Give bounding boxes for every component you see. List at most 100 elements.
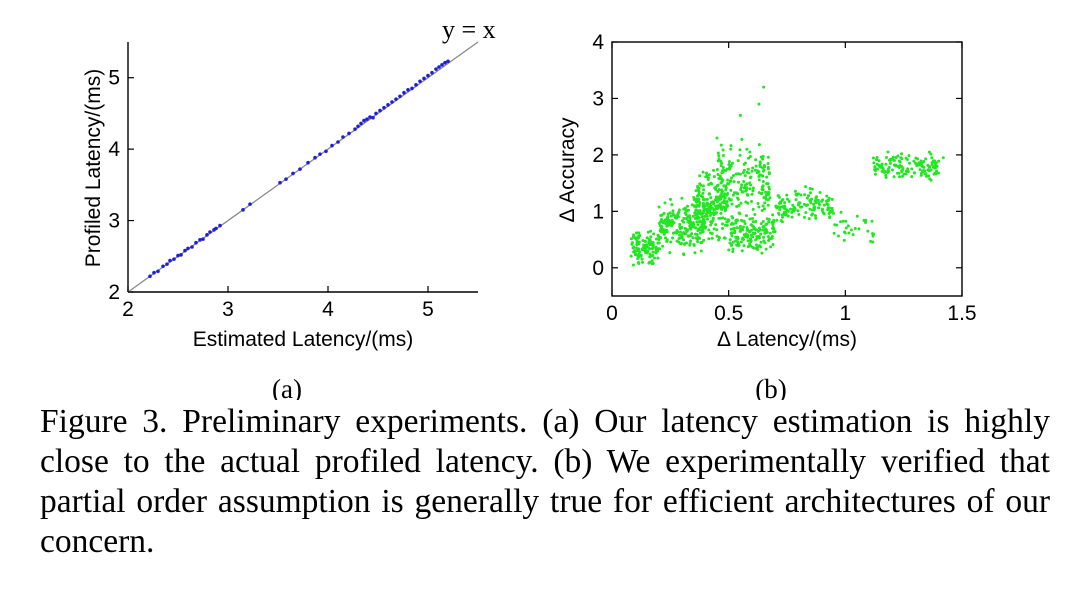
panel-b-point [809, 201, 813, 205]
panel-b-point [659, 214, 663, 218]
panel-b-label: (b) [755, 374, 786, 400]
panel-b-point [785, 197, 789, 201]
panel-b-point [729, 144, 733, 148]
panel-b-point [897, 175, 901, 179]
panel-b-point [682, 220, 686, 224]
panel-b-point [836, 234, 840, 238]
panel-b-point [738, 113, 742, 117]
panel-b-point [928, 165, 932, 169]
panel-b-point [800, 205, 804, 209]
panel-b-point [706, 177, 710, 181]
panel-b-point [890, 168, 894, 172]
panel-b-point [632, 233, 636, 237]
panel-a-point [440, 63, 444, 67]
panel-b-point [802, 215, 806, 219]
panel-b-point [695, 232, 699, 236]
panel-b-point [648, 260, 652, 264]
panel-b-point [734, 239, 738, 243]
panel-b-point [935, 169, 939, 173]
panel-a-point [183, 248, 187, 253]
panel-b-point [710, 182, 714, 186]
panel-b-point [849, 228, 853, 232]
panel-b-point [766, 161, 770, 165]
panel-b-point [752, 225, 756, 229]
panel-b-point [686, 228, 690, 232]
panel-b-point [730, 231, 734, 235]
panel-a-point [194, 240, 198, 245]
panel-b-point [721, 222, 725, 226]
panel-b-point [697, 193, 701, 197]
panel-b-point [682, 242, 686, 246]
panel-a-point [368, 115, 372, 119]
panel-b-point [671, 236, 675, 240]
panel-b-point [702, 209, 706, 213]
panel-b-point [742, 179, 746, 183]
panel-b-point [767, 220, 771, 224]
panel-b-point [742, 244, 746, 248]
panel-b-point [722, 199, 726, 203]
panel-b-point [707, 192, 711, 196]
panel-b-point [759, 173, 763, 177]
panel-b-point [742, 186, 746, 190]
panel-b-point [835, 223, 839, 227]
panel-b-point [702, 188, 706, 192]
panel-b-point [873, 165, 877, 169]
panel-b-point [750, 192, 754, 196]
panel-b-point [696, 240, 700, 244]
panel-b-point [698, 236, 702, 240]
panel-b-point [737, 172, 741, 176]
panel-b-point [714, 223, 718, 227]
panel-b-point [899, 156, 903, 160]
figure-caption: Figure 3. Preliminary experiments. (a) O… [40, 403, 1050, 560]
panel-b-point [744, 200, 748, 204]
panel-b-point [651, 246, 655, 250]
panel-b-point [738, 226, 742, 230]
panel-b-point [715, 184, 719, 188]
panel-b-point [875, 158, 879, 162]
panel-b-point [753, 168, 757, 172]
panel-b-point [877, 163, 881, 167]
panel-b-point [641, 246, 645, 250]
panel-b-point [808, 198, 812, 202]
panel-b-point [827, 206, 831, 210]
panel-b-point [720, 188, 724, 192]
panel-b-point [754, 158, 758, 162]
panel-b-point [831, 211, 835, 215]
panel-b-point [751, 189, 755, 193]
panel-b-point [757, 102, 761, 106]
panel-b-point [640, 257, 644, 261]
panel-b-point [651, 261, 655, 265]
panel-b-point [701, 198, 705, 202]
panel-b-point [791, 207, 795, 211]
panel-b-point [847, 231, 851, 235]
panel-b-point [719, 143, 723, 147]
panel-b-point [654, 245, 658, 249]
panel-b-point [808, 207, 812, 211]
panel-b-point [923, 172, 927, 176]
panel-b-point [839, 210, 843, 214]
panel-b-point [907, 154, 911, 158]
panel-b-point [717, 216, 721, 220]
panel-b-point [751, 220, 755, 224]
panel-b-point [803, 193, 807, 197]
panel-a-y-label: Profiled Latency/(ms) [82, 69, 105, 267]
panel-a-point [437, 65, 441, 69]
panel-b-point [766, 198, 770, 202]
panel-b-point [678, 230, 682, 234]
panel-b-point [651, 250, 655, 254]
panel-b-point [753, 231, 757, 235]
panel-b-point [826, 199, 830, 203]
panel-b-point [851, 233, 855, 237]
panel-b-point [910, 167, 914, 171]
panel-b-point [722, 184, 726, 188]
panel-a-point [371, 115, 375, 120]
panel-b-point [721, 216, 725, 220]
panel-b-point [870, 219, 874, 223]
panel-b-point [766, 190, 770, 194]
panel-b-point [761, 219, 765, 223]
panel-b-point [633, 249, 637, 253]
panel-b-point [757, 191, 761, 195]
panel-b-point [659, 236, 663, 240]
panel-b-point [815, 195, 819, 199]
panel-b-point [670, 220, 674, 224]
